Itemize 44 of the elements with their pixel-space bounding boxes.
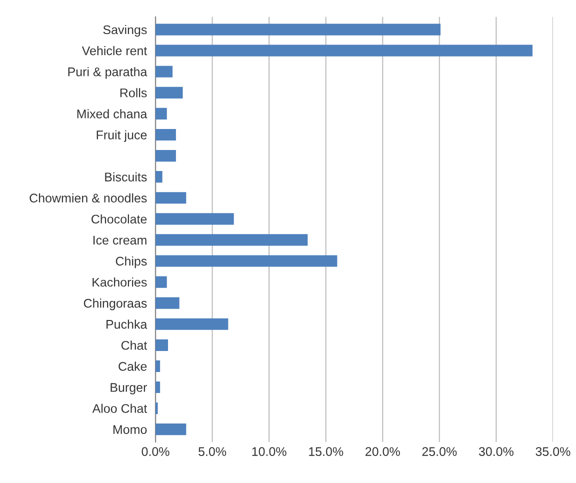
x-tick-label: 35.0% bbox=[536, 447, 570, 456]
bar bbox=[156, 255, 338, 267]
y-tick-label: Chowmien & noodles bbox=[30, 193, 147, 203]
bar bbox=[156, 339, 168, 351]
y-tick-label: Chingoraas bbox=[84, 298, 147, 310]
y-tick-label: Rolls bbox=[120, 88, 147, 98]
y-tick-label: Puri & paratha bbox=[68, 67, 148, 79]
bar bbox=[156, 318, 228, 330]
y-tick-label: Chat bbox=[121, 340, 148, 350]
x-tick-label: 30.0% bbox=[478, 447, 514, 456]
y-tick-label: Cake bbox=[118, 362, 147, 371]
y-tick-label: Kachories bbox=[92, 278, 147, 287]
y-tick-label: Chips bbox=[116, 256, 147, 268]
y-tick-label: Burger bbox=[110, 383, 147, 394]
y-tick-label: Mixed chana bbox=[77, 109, 148, 118]
bar bbox=[156, 213, 234, 225]
x-tick-label: 15.0% bbox=[309, 447, 344, 456]
y-tick-label: Puchka bbox=[106, 320, 148, 329]
y-tick-label: Ice cream bbox=[93, 236, 146, 245]
bar bbox=[156, 192, 186, 204]
bar bbox=[156, 171, 162, 183]
y-tick-label: Fruit juce bbox=[96, 130, 147, 142]
bar bbox=[156, 297, 180, 309]
bar bbox=[156, 86, 183, 98]
x-tick-label: 0.0% bbox=[142, 447, 170, 456]
x-tick-label: 5.0% bbox=[198, 447, 226, 456]
y-tick-label: Vehicle rent bbox=[82, 46, 148, 56]
bar bbox=[156, 24, 441, 36]
bar bbox=[156, 424, 186, 436]
bar bbox=[156, 276, 167, 288]
bar bbox=[156, 150, 176, 162]
x-tick-label: 25.0% bbox=[422, 447, 457, 456]
bar bbox=[156, 128, 176, 141]
y-tick-label: Momo bbox=[113, 425, 147, 434]
x-tick-label: 20.0% bbox=[366, 447, 400, 456]
x-tick-label: 10.0% bbox=[252, 447, 286, 456]
y-tick-label: Chocolate bbox=[92, 214, 147, 224]
bar bbox=[156, 234, 308, 246]
y-tick-label: Biscuits bbox=[105, 172, 147, 182]
y-tick-label: Savings bbox=[103, 25, 147, 37]
bar bbox=[156, 66, 173, 78]
y-tick-label: Aloo Chat bbox=[92, 404, 148, 413]
bar bbox=[156, 108, 167, 120]
bar bbox=[156, 44, 533, 56]
